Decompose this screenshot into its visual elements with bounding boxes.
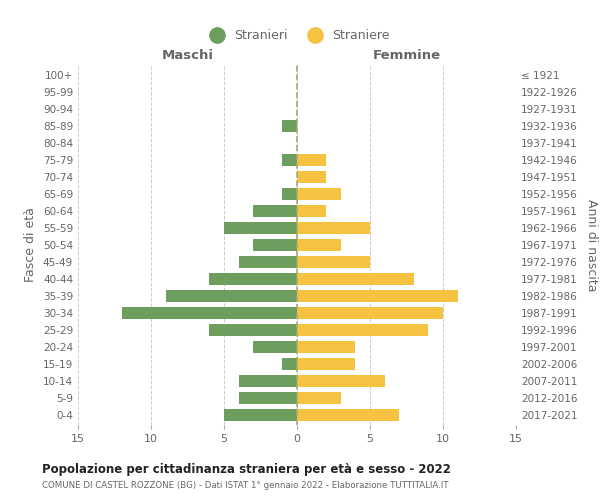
Bar (239, 374, 297, 387)
Bar (297, 341, 355, 353)
Bar (209, 324, 297, 336)
Text: Popolazione per cittadinanza straniera per età e sesso - 2022: Popolazione per cittadinanza straniera p… (42, 462, 451, 475)
Bar (283, 154, 297, 166)
Y-axis label: Anni di nascita: Anni di nascita (584, 198, 598, 291)
Bar (166, 290, 297, 302)
Bar (297, 307, 443, 319)
Bar (297, 273, 414, 285)
Bar (297, 374, 385, 387)
Bar (253, 205, 297, 217)
Bar (297, 154, 326, 166)
Bar (297, 239, 341, 251)
Legend: Stranieri, Straniere: Stranieri, Straniere (199, 24, 395, 48)
Bar (283, 188, 297, 200)
Bar (283, 358, 297, 370)
Text: Femmine: Femmine (373, 48, 440, 62)
Bar (297, 205, 326, 217)
Bar (239, 256, 297, 268)
Y-axis label: Fasce di età: Fasce di età (25, 208, 37, 282)
Bar (297, 188, 341, 200)
Bar (297, 408, 399, 421)
Bar (253, 341, 297, 353)
Bar (297, 171, 326, 183)
Bar (297, 358, 355, 370)
Bar (209, 273, 297, 285)
Bar (253, 239, 297, 251)
Text: Maschi: Maschi (161, 48, 214, 62)
Bar (224, 222, 297, 234)
Bar (297, 290, 458, 302)
Bar (297, 324, 428, 336)
Bar (239, 392, 297, 404)
Bar (224, 408, 297, 421)
Bar (122, 307, 297, 319)
Bar (283, 120, 297, 132)
Text: COMUNE DI CASTEL ROZZONE (BG) - Dati ISTAT 1° gennaio 2022 - Elaborazione TUTTIT: COMUNE DI CASTEL ROZZONE (BG) - Dati IST… (42, 481, 449, 490)
Bar (297, 222, 370, 234)
Bar (297, 392, 341, 404)
Bar (297, 256, 370, 268)
